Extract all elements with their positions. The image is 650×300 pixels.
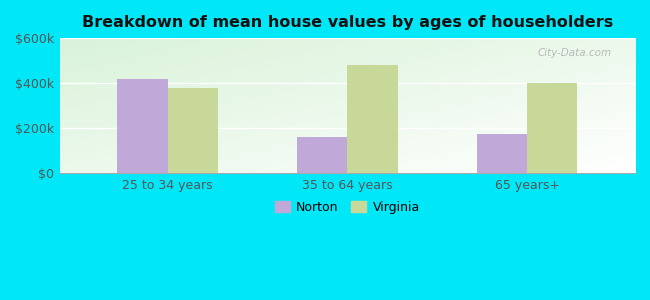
Text: City-Data.com: City-Data.com	[538, 48, 612, 58]
Bar	[117, 79, 168, 173]
Bar	[527, 83, 577, 173]
Legend: Norton, Virginia: Norton, Virginia	[270, 196, 424, 219]
Bar	[297, 137, 347, 173]
Bar	[347, 65, 398, 173]
Bar	[477, 134, 527, 173]
Bar	[168, 88, 218, 173]
Title: Breakdown of mean house values by ages of householders: Breakdown of mean house values by ages o…	[82, 15, 613, 30]
